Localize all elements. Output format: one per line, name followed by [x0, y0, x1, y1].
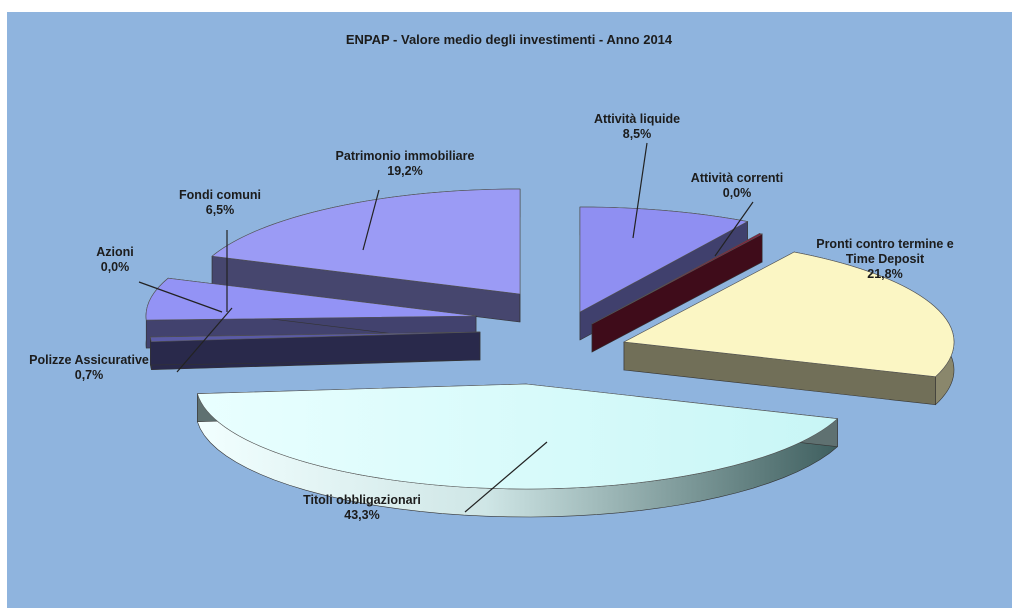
slice-value: 8,5% — [623, 127, 652, 141]
slice-value: 21,8% — [867, 267, 902, 281]
slice-name: Attività liquide — [594, 112, 680, 126]
chart-panel: ENPAP - Valore medio degli investimenti … — [7, 12, 1012, 608]
pie-slice — [591, 233, 764, 353]
leader-line — [176, 307, 233, 373]
pie-chart: ENPAP - Valore medio degli investimenti … — [29, 32, 955, 522]
pie-slice — [211, 188, 521, 323]
slice-value: 0,7% — [75, 368, 104, 382]
slice-name: Patrimonio immobiliare — [336, 149, 475, 163]
pie-slice — [622, 251, 955, 406]
slice-value: 0,0% — [101, 260, 130, 274]
slice-value: 19,2% — [387, 164, 422, 178]
pie-slice — [197, 383, 839, 518]
leader-line — [464, 441, 548, 513]
slice-name: Attività correnti — [691, 171, 783, 185]
pie-slice — [145, 277, 477, 349]
slice-name: Time Deposit — [846, 252, 925, 266]
slice-name: Titoli obbligazionari — [303, 493, 421, 507]
chart-title: ENPAP - Valore medio degli investimenti … — [346, 32, 673, 47]
leader-line — [714, 201, 754, 257]
slice-name: Polizze Assicurative — [29, 353, 149, 367]
slice-value: 0,0% — [723, 186, 752, 200]
leader-line — [138, 281, 223, 313]
slice-name: Azioni — [96, 245, 134, 259]
pie-slice — [150, 331, 481, 370]
slice-value: 6,5% — [206, 203, 235, 217]
leader-line — [632, 142, 648, 239]
slice-name: Fondi comuni — [179, 188, 261, 202]
slices-layer — [145, 188, 955, 518]
slice-value: 43,3% — [344, 508, 379, 522]
slice-name: Pronti contro termine e — [816, 237, 954, 251]
leader-line — [362, 189, 380, 251]
